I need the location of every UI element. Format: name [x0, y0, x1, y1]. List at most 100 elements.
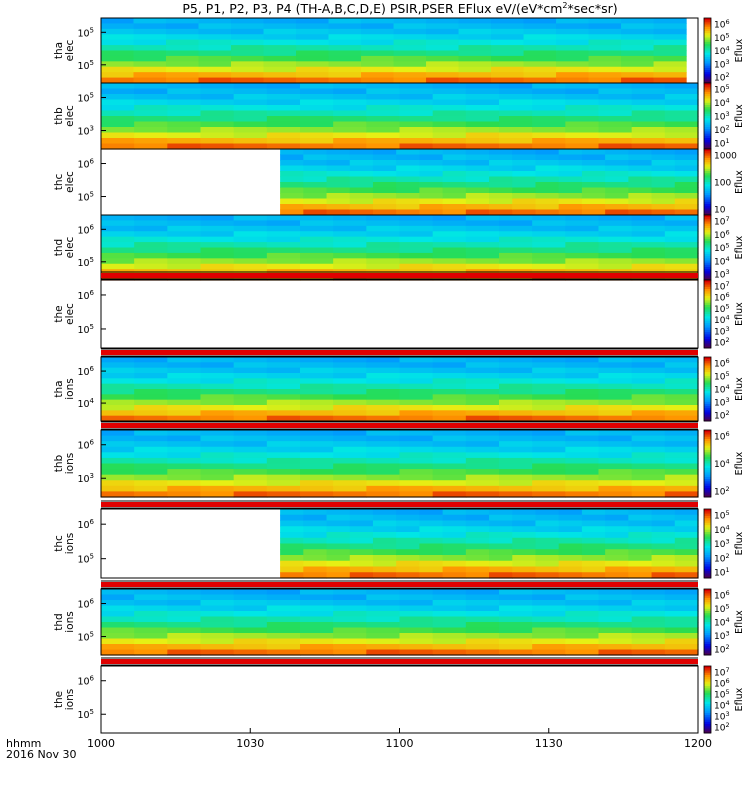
colorbar-step	[704, 57, 711, 60]
colorbar-step	[704, 490, 711, 494]
heatmap-cell	[419, 154, 444, 161]
heatmap-cell	[532, 225, 566, 232]
heatmap-cell	[556, 50, 590, 57]
heatmap-cell	[598, 485, 633, 493]
heatmap-cell	[399, 231, 434, 238]
heatmap-cell	[598, 94, 633, 101]
heatmap-cell	[489, 204, 513, 211]
heatmap-cell	[631, 247, 666, 254]
heatmap-cell	[200, 252, 235, 259]
colorbar-step	[704, 151, 711, 154]
heatmap-cell	[166, 45, 200, 52]
heatmap-cell	[101, 99, 135, 106]
heatmap-cell	[465, 480, 500, 487]
heatmap-cell	[442, 520, 467, 527]
y-tick-exponent: 5	[90, 92, 94, 100]
heatmap-cell	[499, 446, 533, 453]
heatmap-cell	[300, 367, 334, 374]
heatmap-cell	[426, 18, 460, 25]
heatmap-cell	[200, 263, 235, 270]
heatmap-cell	[200, 99, 235, 106]
colorbar-step	[704, 545, 711, 549]
y-tick-label: 105	[77, 631, 94, 644]
indicator-bar	[101, 350, 698, 355]
heatmap-cell	[333, 638, 367, 645]
heatmap-cell	[366, 633, 401, 640]
y-tick-label: 105	[77, 92, 94, 105]
heatmap-cell	[200, 357, 235, 363]
heatmap-cell	[349, 572, 374, 579]
heatmap-cell	[326, 526, 351, 533]
colorbar-tick-label: 102	[714, 336, 730, 349]
heatmap-cell	[565, 622, 600, 629]
heatmap-cell	[101, 263, 135, 270]
colorbar-tick-label: 103	[714, 268, 730, 281]
heatmap-cell	[333, 463, 367, 470]
heatmap-cell	[628, 149, 653, 156]
y-tick-label: 104	[77, 397, 94, 410]
heatmap-cell	[266, 127, 301, 134]
heatmap-cell	[419, 566, 444, 573]
colorbar-step	[704, 730, 711, 734]
colorbar-step	[704, 459, 711, 462]
colorbar-step	[704, 686, 711, 689]
colorbar-step	[704, 518, 711, 521]
heatmap-cell	[535, 520, 560, 527]
colorbar-tick-exponent: 4	[725, 97, 729, 105]
heatmap-cell	[558, 566, 583, 573]
heatmap-cell	[581, 171, 606, 178]
panel-frame	[100, 588, 699, 656]
heatmap-cell	[101, 77, 135, 84]
heatmap-cell	[432, 225, 467, 232]
heatmap-cell	[399, 367, 434, 374]
heatmap-cell	[399, 415, 434, 422]
colorbar-step	[704, 262, 711, 266]
heatmap-cell	[333, 83, 367, 90]
heatmap-cell	[300, 435, 334, 442]
colorbar-step	[704, 479, 711, 482]
heatmap-cell	[280, 520, 304, 527]
heatmap-cell	[565, 616, 600, 623]
heatmap-cell	[198, 66, 232, 73]
heatmap-cell	[200, 589, 235, 596]
colorbar-step	[704, 80, 711, 84]
heatmap-cell	[101, 480, 135, 487]
heatmap-cell	[300, 594, 334, 601]
heatmap-cell	[532, 611, 566, 618]
heatmap-cell	[532, 589, 566, 596]
heatmap-cell	[233, 367, 268, 374]
heatmap-cell	[631, 367, 666, 374]
heatmap-cell	[605, 204, 629, 211]
heatmap-cell	[300, 463, 334, 470]
heatmap-cell	[621, 34, 655, 41]
heatmap-cell	[300, 441, 334, 448]
heatmap-cell	[366, 469, 401, 476]
heatmap-cell	[366, 105, 401, 112]
heatmap-cell	[565, 410, 600, 417]
heatmap-cell	[532, 220, 566, 227]
colorbar-step	[704, 277, 711, 281]
heatmap-cell	[300, 138, 334, 145]
colorbar-step	[704, 456, 711, 460]
heatmap-cell	[266, 220, 301, 227]
heatmap-cell	[167, 383, 202, 390]
heatmap-cell	[598, 263, 633, 270]
colorbar-tick-exponent: 6	[725, 228, 729, 236]
heatmap-cell	[133, 55, 167, 62]
heatmap-cell	[628, 566, 653, 573]
heatmap-cell	[266, 415, 301, 422]
colorbar-step	[704, 204, 711, 207]
heatmap-cell	[399, 225, 434, 232]
heatmap-cell	[491, 66, 525, 73]
heatmap-cell	[134, 373, 168, 379]
colorbar-step	[704, 173, 711, 176]
colorbar-step	[704, 76, 711, 80]
heatmap-cell	[605, 165, 629, 172]
heatmap-cell	[300, 143, 334, 150]
heatmap-cell	[200, 258, 235, 265]
heatmap-cell	[499, 441, 533, 448]
heatmap-cell	[200, 378, 235, 385]
heatmap-cell	[664, 225, 699, 232]
heatmap-cell	[349, 526, 374, 533]
